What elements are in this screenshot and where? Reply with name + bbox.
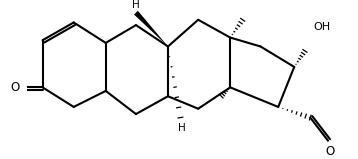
Polygon shape <box>134 11 168 46</box>
Text: H: H <box>178 123 186 133</box>
Text: O: O <box>325 145 334 158</box>
Text: H: H <box>132 0 140 10</box>
Text: O: O <box>10 81 19 94</box>
Text: OH: OH <box>314 22 331 32</box>
